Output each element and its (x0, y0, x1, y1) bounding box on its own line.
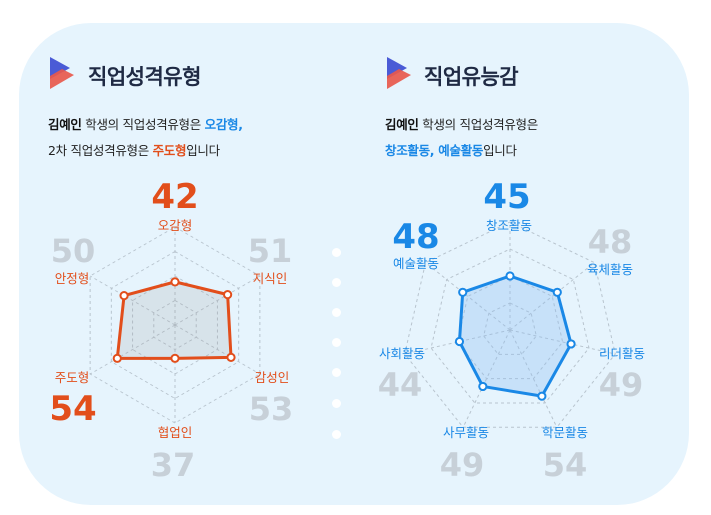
radar-data-point (566, 339, 576, 349)
radar-axis-line (425, 262, 511, 331)
radar-data-point (458, 287, 468, 297)
radar-data-point (170, 277, 180, 287)
radar-value-label: 49 (440, 446, 485, 484)
primary-type-highlight: 오감형, (204, 117, 243, 132)
radar-grid-ring (456, 275, 564, 380)
competence-desc-line2: 창조활동, 예술활동입니다 (385, 138, 538, 164)
radar-axis-label: 안정형 (55, 271, 90, 286)
radar-data-point (170, 353, 180, 363)
radar-data-point (537, 391, 547, 401)
radar-axis-label: 지식인 (253, 271, 288, 286)
desc-text: 학생의 직업성격유형은 (418, 117, 538, 132)
radar-axis-line (509, 329, 616, 355)
radar-data-point (119, 291, 129, 301)
radar-grid-ring (430, 248, 590, 404)
radar-axis-label: 사무활동 (443, 425, 489, 440)
radar-data-point (505, 271, 515, 281)
personality-description: 김예인 학생의 직업성격유형은 오감형, 2차 직업성격유형은 주도형입니다 (48, 112, 243, 164)
radar-value-label: 53 (249, 390, 294, 428)
radar-axis-label: 감성인 (255, 370, 290, 385)
student-name: 김예인 (385, 117, 419, 132)
desc-text: 입니다 (186, 143, 220, 158)
radar-value-label: 49 (599, 366, 644, 404)
radar-axis-label: 리더활동 (599, 346, 645, 361)
section-title-personality: 직업성격유형 (88, 65, 201, 89)
result-card (19, 23, 689, 505)
radar-value-label: 51 (248, 232, 293, 270)
personality-desc-line2: 2차 직업성격유형은 주도형입니다 (48, 138, 243, 164)
section-logo-icon (387, 57, 411, 89)
radar-axis-label: 협업인 (158, 425, 193, 440)
radar-axis-label: 창조활동 (486, 218, 532, 233)
radar-data-point (552, 287, 562, 297)
radar-data-point (226, 352, 236, 362)
radar-data-point (112, 353, 122, 363)
desc-text: 학생의 직업성격유형은 (81, 117, 205, 132)
radar-axis-label: 사회활동 (379, 346, 425, 361)
radar-axis-label: 주도형 (55, 370, 90, 385)
radar-value-label: 45 (483, 177, 530, 217)
radar-axis-line (89, 324, 176, 375)
divider-dot (332, 338, 341, 347)
top-competence-highlight: 창조활동, 예술활동 (385, 143, 484, 158)
desc-text: 2차 직업성격유형은 (48, 143, 153, 158)
radar-axis-line (174, 275, 261, 326)
section-logo-icon (50, 57, 74, 89)
divider-dot (332, 430, 341, 439)
divider-dots (331, 248, 343, 444)
radar-data-point (454, 336, 465, 347)
radar-grid-ring (404, 221, 616, 428)
radar-value-label: 54 (49, 389, 96, 429)
personality-desc-line1: 김예인 학생의 직업성격유형은 오감형, (48, 112, 243, 138)
radar-data-point (478, 381, 488, 392)
radar-value-label: 42 (151, 177, 198, 217)
radar-axis-line (509, 329, 558, 428)
radar-value-label: 50 (51, 232, 96, 270)
radar-axis-label: 오감형 (158, 218, 193, 233)
radar-axis-line (174, 324, 261, 375)
divider-dot (332, 308, 341, 317)
competence-description: 김예인 학생의 직업성격유형은 창조활동, 예술활동입니다 (385, 112, 538, 164)
radar-axis-line (404, 329, 511, 355)
radar-axis-label: 육체활동 (587, 262, 633, 277)
radar-axis-line (509, 262, 595, 331)
radar-axis-line (89, 275, 176, 326)
divider-dot (332, 248, 341, 257)
radar-value-label: 44 (378, 366, 423, 404)
radar-axis-line (462, 329, 511, 428)
competence-desc-line1: 김예인 학생의 직업성격유형은 (385, 112, 538, 138)
radar-value-label: 48 (392, 217, 439, 257)
radar-value-label: 37 (151, 446, 196, 484)
radar-value-label: 54 (543, 446, 588, 484)
radar-data-area (457, 274, 573, 398)
section-title-competence: 직업유능감 (424, 65, 519, 89)
divider-dot (332, 399, 341, 408)
radar-value-label: 48 (588, 223, 633, 261)
secondary-type-highlight: 주도형 (152, 143, 187, 158)
radar-axis-label: 학문활동 (542, 425, 588, 440)
student-name: 김예인 (48, 117, 82, 132)
divider-dot (332, 368, 341, 377)
desc-text: 입니다 (483, 143, 517, 158)
divider-dot (332, 278, 341, 287)
radar-data-point (223, 290, 233, 300)
radar-axis-label: 예술활동 (393, 256, 439, 271)
